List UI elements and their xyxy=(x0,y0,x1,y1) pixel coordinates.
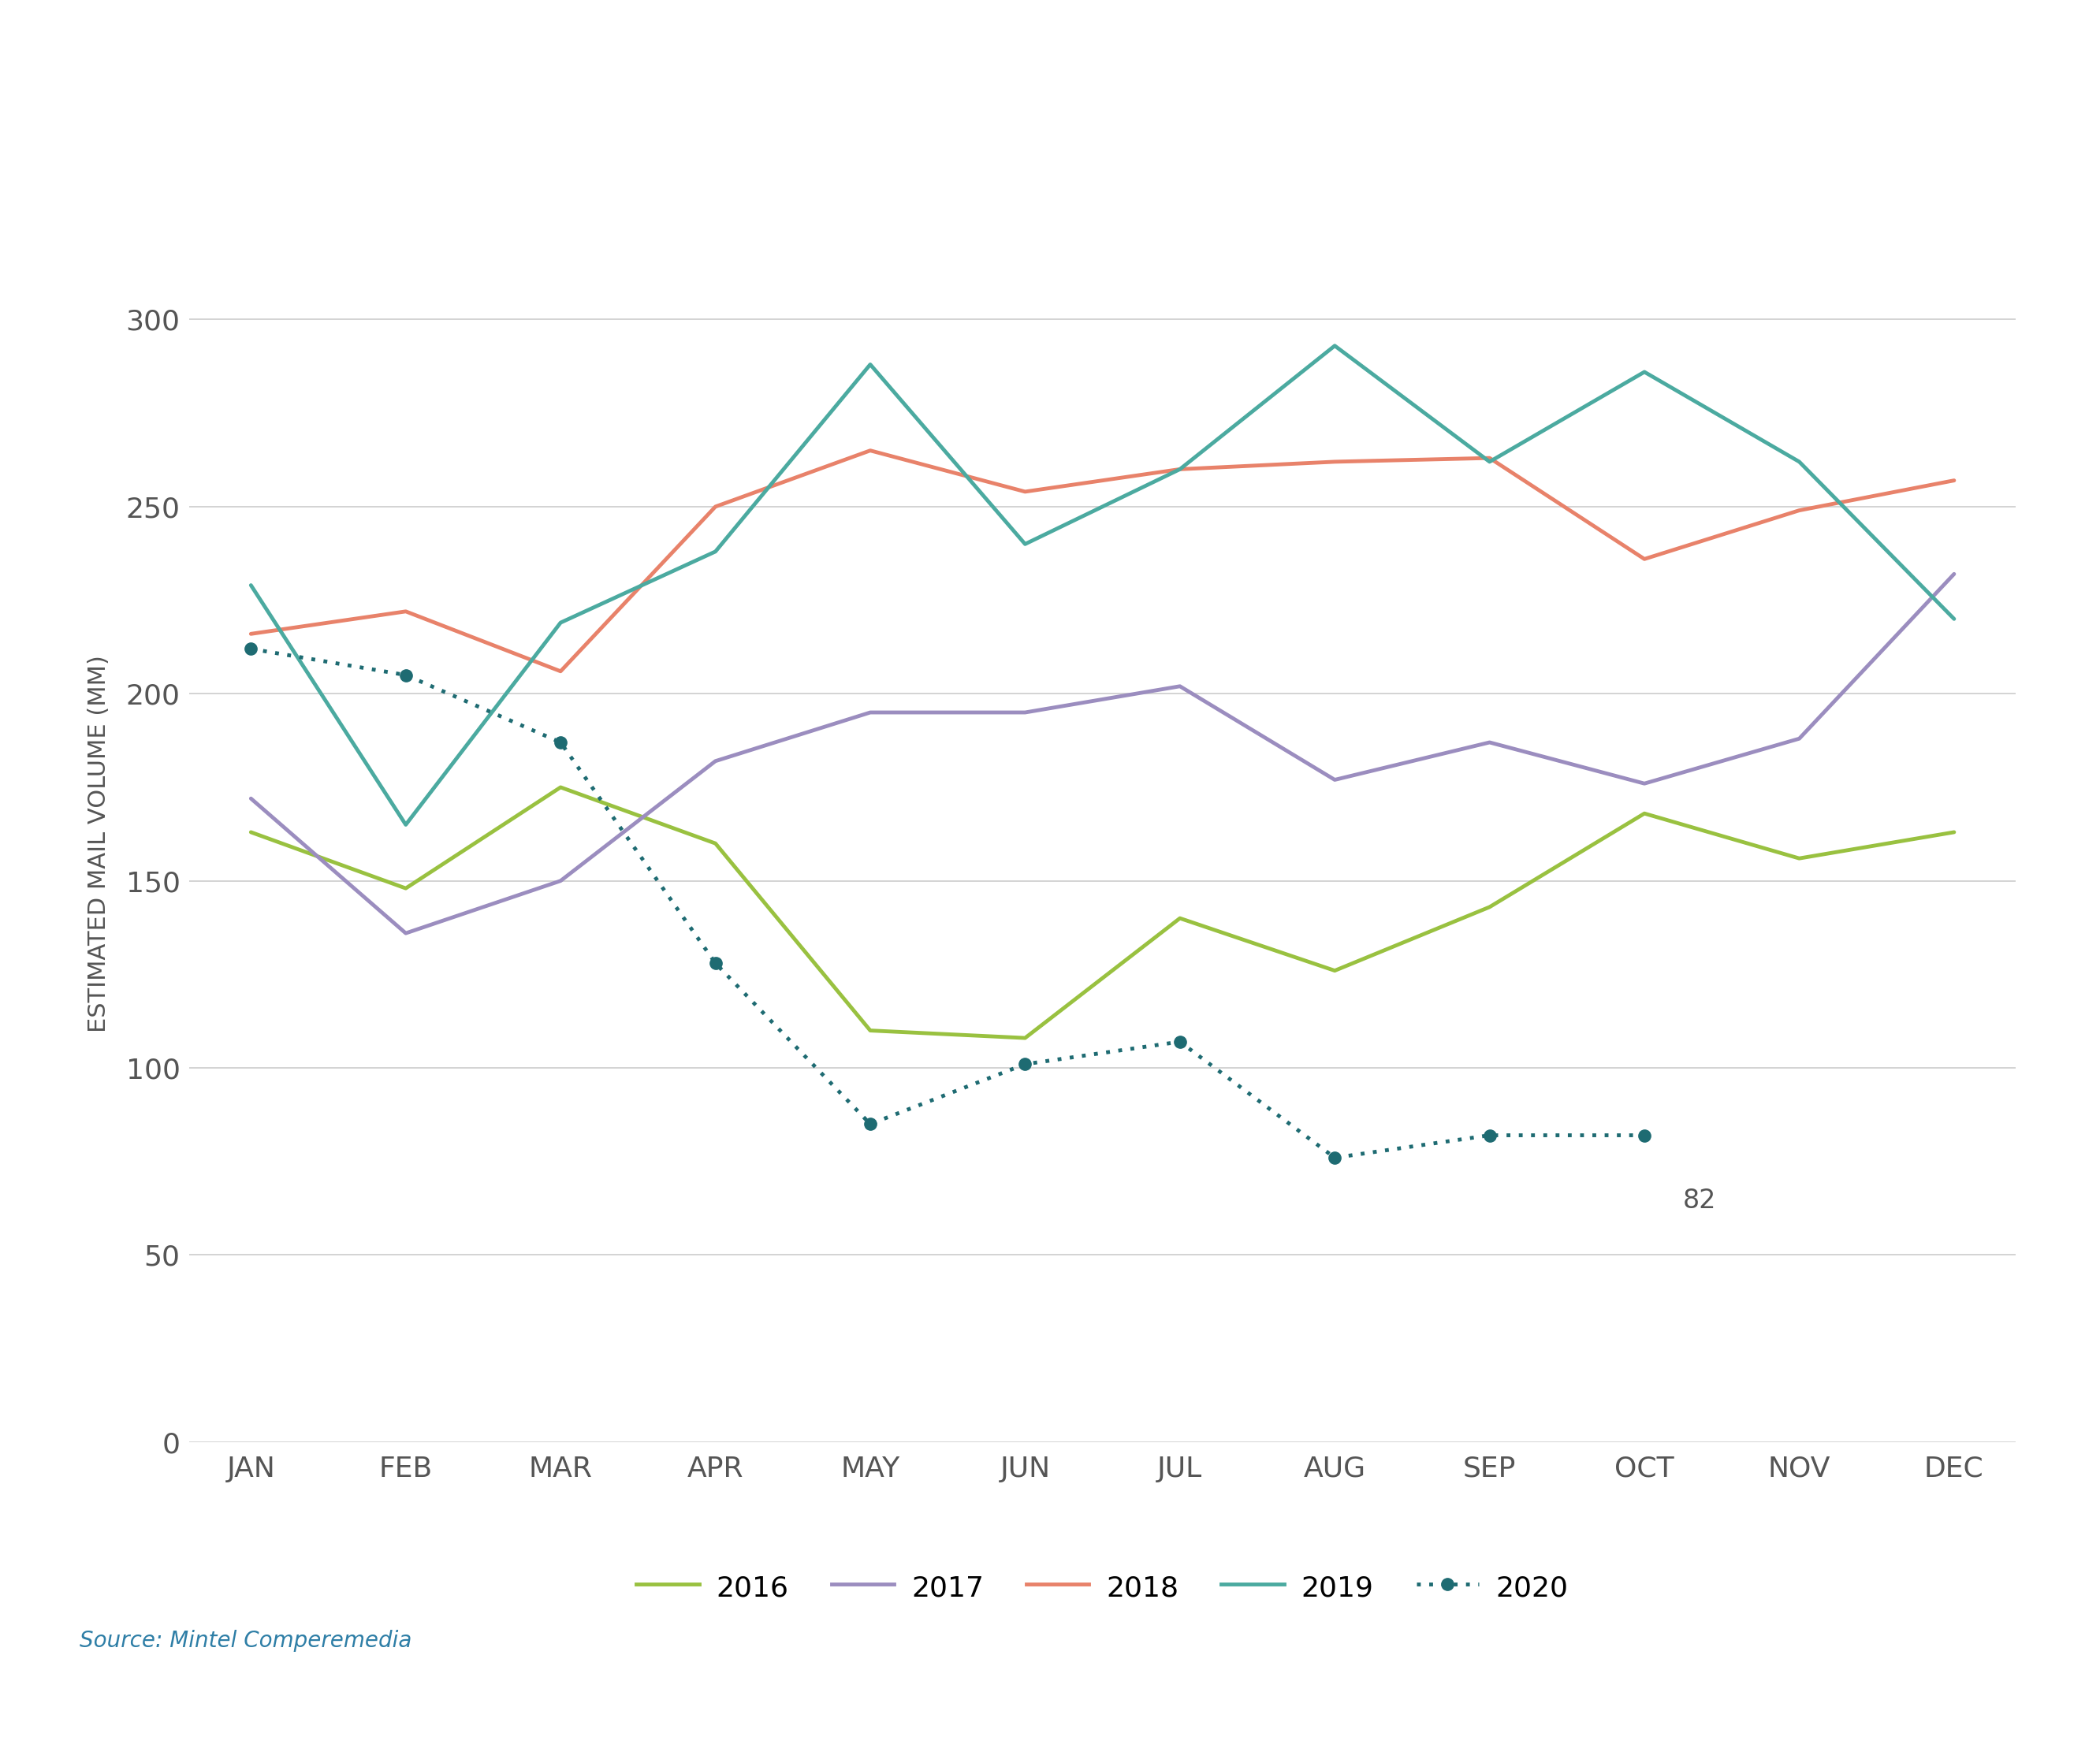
2020 xyxy=(1012,1054,1037,1075)
2017 xyxy=(1943,563,1968,584)
2017 xyxy=(393,923,418,944)
Text: 82: 82 xyxy=(1682,1187,1716,1213)
Legend: 2016, 2017, 2018, 2019, 2020: 2016, 2017, 2018, 2019, 2020 xyxy=(626,1561,1579,1613)
2017 xyxy=(1012,703,1037,724)
2020 xyxy=(1476,1124,1502,1145)
2017 xyxy=(1476,732,1502,753)
2017 xyxy=(1323,769,1348,790)
2018 xyxy=(1168,458,1193,479)
2020 xyxy=(704,953,729,974)
2017 xyxy=(704,750,729,771)
2017 xyxy=(857,703,882,724)
2019 xyxy=(1476,451,1502,472)
2016 xyxy=(857,1021,882,1042)
2017 xyxy=(548,871,573,891)
2016 xyxy=(393,877,418,898)
2019 xyxy=(857,353,882,374)
2020 xyxy=(393,664,418,685)
Line: 2018: 2018 xyxy=(250,451,1955,671)
2020 xyxy=(237,638,262,659)
2016 xyxy=(1323,960,1348,981)
2019 xyxy=(548,612,573,633)
2017 xyxy=(1168,676,1193,697)
2018 xyxy=(1323,451,1348,472)
2020 xyxy=(548,732,573,753)
2016 xyxy=(1787,848,1812,869)
Line: 2019: 2019 xyxy=(250,346,1955,825)
2016 xyxy=(1943,822,1968,843)
2018 xyxy=(857,440,882,461)
2019 xyxy=(1632,362,1657,383)
2020 xyxy=(1323,1147,1348,1168)
Y-axis label: ESTIMATED MAIL VOLUME (MM): ESTIMATED MAIL VOLUME (MM) xyxy=(88,656,111,1031)
2020 xyxy=(857,1113,882,1134)
2019 xyxy=(1323,336,1348,357)
2017 xyxy=(1632,773,1657,794)
2019 xyxy=(1168,458,1193,479)
Text: Source: Mintel Comperemedia: Source: Mintel Comperemedia xyxy=(80,1629,412,1652)
2019 xyxy=(237,575,262,596)
2016 xyxy=(548,776,573,797)
2017 xyxy=(237,788,262,809)
2018 xyxy=(1012,481,1037,502)
2019 xyxy=(1787,451,1812,472)
2016 xyxy=(237,822,262,843)
2020 xyxy=(1632,1124,1657,1145)
2018 xyxy=(548,661,573,682)
2016 xyxy=(704,834,729,855)
2016 xyxy=(1012,1028,1037,1049)
2016 xyxy=(1476,897,1502,918)
2016 xyxy=(1168,907,1193,928)
Line: 2016: 2016 xyxy=(250,787,1955,1038)
2019 xyxy=(393,815,418,836)
2018 xyxy=(393,601,418,622)
2019 xyxy=(704,542,729,563)
2019 xyxy=(1943,608,1968,629)
2017 xyxy=(1787,729,1812,750)
Text: PERSONAL LOAN DIRECT MAIL VOLUME YOY TREND: PERSONAL LOAN DIRECT MAIL VOLUME YOY TRE… xyxy=(46,51,1430,96)
2018 xyxy=(1943,470,1968,491)
2018 xyxy=(1787,500,1812,521)
2018 xyxy=(1476,447,1502,468)
2018 xyxy=(237,624,262,645)
2016 xyxy=(1632,802,1657,823)
2018 xyxy=(1632,549,1657,570)
Line: 2017: 2017 xyxy=(250,573,1955,933)
2018 xyxy=(704,496,729,517)
Line: 2020: 2020 xyxy=(246,643,1651,1164)
2019 xyxy=(1012,533,1037,554)
2020 xyxy=(1168,1031,1193,1052)
